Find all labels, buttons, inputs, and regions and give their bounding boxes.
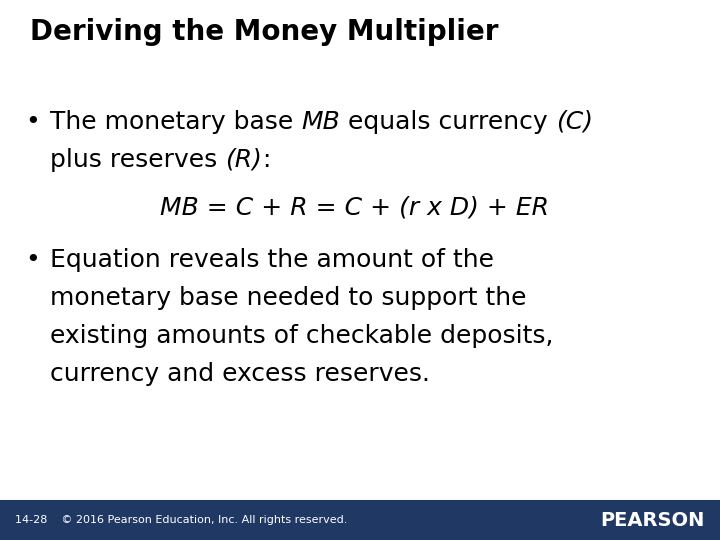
Text: •: • bbox=[25, 110, 40, 134]
Text: 14-28    © 2016 Pearson Education, Inc. All rights reserved.: 14-28 © 2016 Pearson Education, Inc. All… bbox=[15, 515, 347, 525]
Text: monetary base needed to support the: monetary base needed to support the bbox=[50, 286, 526, 310]
Text: The monetary base: The monetary base bbox=[50, 110, 301, 134]
Text: Deriving the Money Multiplier: Deriving the Money Multiplier bbox=[30, 18, 498, 46]
Text: existing amounts of checkable deposits,: existing amounts of checkable deposits, bbox=[50, 324, 554, 348]
Text: •: • bbox=[25, 248, 40, 272]
Text: Equation reveals the amount of the: Equation reveals the amount of the bbox=[50, 248, 494, 272]
Text: plus reserves: plus reserves bbox=[50, 148, 225, 172]
Text: equals currency: equals currency bbox=[340, 110, 556, 134]
Text: MB: MB bbox=[301, 110, 340, 134]
FancyBboxPatch shape bbox=[0, 500, 720, 540]
Text: (R): (R) bbox=[225, 148, 262, 172]
Text: MB = C + R = C + (r x D) + ER: MB = C + R = C + (r x D) + ER bbox=[160, 195, 549, 219]
Text: currency and excess reserves.: currency and excess reserves. bbox=[50, 362, 430, 386]
Text: :: : bbox=[262, 148, 271, 172]
Text: (C): (C) bbox=[556, 110, 593, 134]
Text: PEARSON: PEARSON bbox=[600, 510, 705, 530]
